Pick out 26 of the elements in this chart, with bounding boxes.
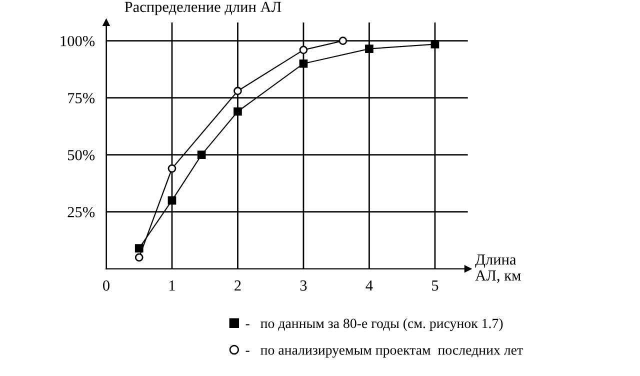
- y-axis-title: Распределение длин АЛ: [124, 2, 282, 16]
- point: [234, 107, 242, 116]
- x-tick-label: 1: [170, 280, 175, 291]
- legend-label: - по анализируемым проектам последних лет: [246, 348, 523, 358]
- point: [134, 244, 144, 252]
- y-tick-label: 50%: [68, 150, 95, 160]
- point: [197, 150, 206, 159]
- x-tick-label: 3: [300, 280, 307, 291]
- x-tick-label: 4: [366, 280, 373, 291]
- point: [338, 36, 348, 45]
- point: [234, 86, 242, 96]
- x-axis-title: Длина АЛ, км: [475, 254, 521, 283]
- y-tick-label: 75%: [68, 92, 95, 104]
- y-tick-label: 25%: [68, 206, 95, 218]
- legend-label: - по данным за 80-е годы (см. рисунок 1.7): [246, 318, 503, 331]
- point: [430, 40, 440, 48]
- point: [168, 196, 176, 205]
- x-tick-label: 0: [103, 280, 110, 291]
- x-tick-label: 2: [234, 280, 241, 291]
- y-tick-label: 100%: [60, 36, 95, 46]
- point: [365, 44, 374, 53]
- x-tick-label: 5: [432, 280, 438, 291]
- point: [168, 164, 176, 173]
- point: [299, 59, 308, 68]
- point: [134, 253, 144, 262]
- point: [299, 46, 308, 54]
